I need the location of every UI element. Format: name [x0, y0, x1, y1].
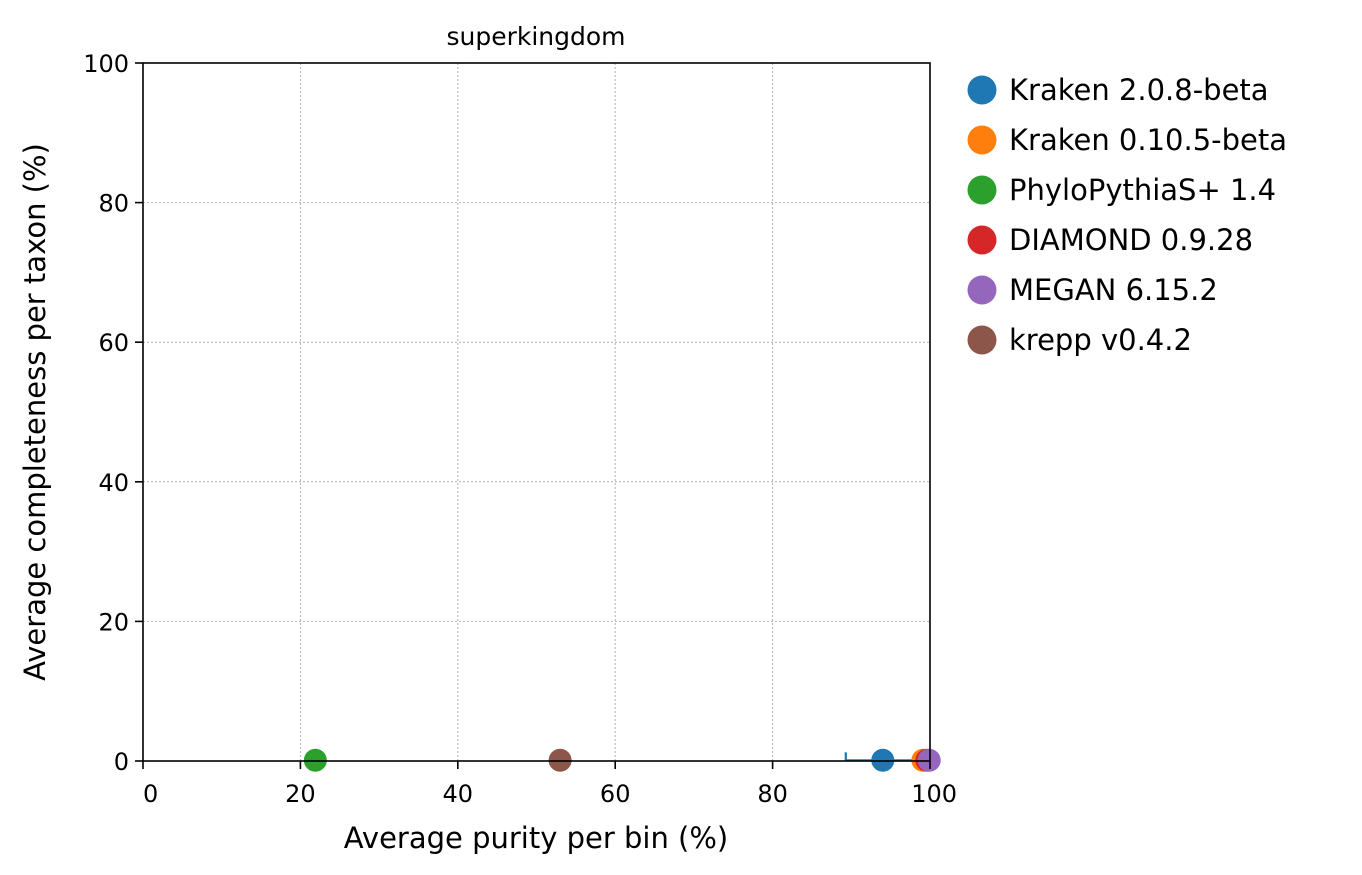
legend-entry: MEGAN 6.15.2	[1009, 273, 1218, 307]
x-tick-label: 20	[285, 780, 316, 808]
legend-entry: PhyloPythiaS+ 1.4	[1009, 173, 1276, 207]
x-tick-label: 100	[911, 780, 957, 808]
y-tick-label: 0	[114, 748, 129, 776]
plot-area	[143, 63, 930, 761]
x-tick-label: 60	[600, 780, 631, 808]
legend-marker	[967, 75, 997, 105]
x-axis-label: Average purity per bin (%)	[344, 821, 728, 855]
legend-marker	[967, 175, 997, 205]
x-tick-label: 80	[757, 780, 788, 808]
y-tick-label: 40	[98, 469, 129, 497]
y-axis-label: Average completeness per taxon (%)	[18, 143, 52, 681]
y-tick-label: 60	[98, 329, 129, 357]
legend-marker	[967, 125, 997, 155]
x-tick-label: 40	[443, 780, 474, 808]
chart-title: superkingdom	[446, 22, 625, 51]
x-tick-label: 0	[143, 780, 158, 808]
legend-marker	[967, 325, 997, 355]
legend-entry: krepp v0.4.2	[1009, 323, 1192, 357]
y-tick-label: 20	[98, 608, 129, 636]
legend-entry: Kraken 2.0.8-beta	[1009, 73, 1269, 107]
axis-ticks: 0 20 40 60 80 100 0 20 40 60 80 100	[83, 50, 957, 808]
legend-entry: Kraken 0.10.5-beta	[1009, 123, 1287, 157]
legend-marker	[967, 275, 997, 305]
plot-frame	[142, 62, 931, 762]
legend-entry: DIAMOND 0.9.28	[1009, 223, 1253, 257]
legend-marker	[967, 225, 997, 255]
legend: Kraken 2.0.8-beta Kraken 0.10.5-beta Phylo…	[967, 73, 1287, 357]
y-tick-label: 80	[98, 190, 129, 218]
y-tick-label: 100	[83, 50, 129, 78]
